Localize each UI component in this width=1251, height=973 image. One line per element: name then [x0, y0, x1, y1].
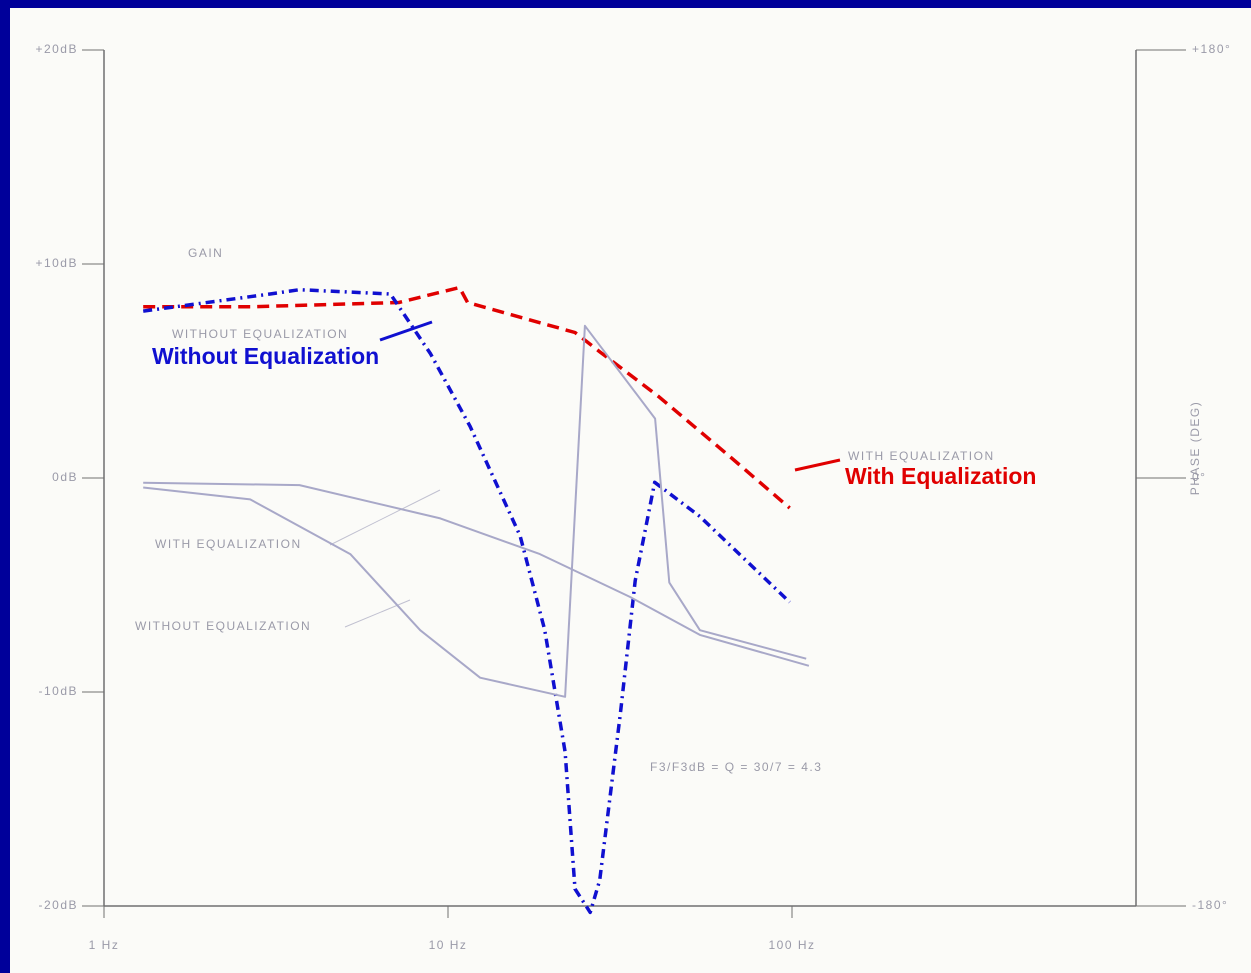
annotation: GAIN — [188, 246, 223, 260]
y2-tick-label: -180° — [1192, 898, 1228, 912]
annotation: WITH EQUALIZATION — [848, 449, 995, 463]
x-tick-label: 10 Hz — [429, 938, 468, 952]
y-tick-label: -20dB — [38, 898, 78, 912]
y-tick-label: 0dB — [52, 470, 78, 484]
page: {"chart_data": { "type": "line", "xscale… — [0, 0, 1251, 973]
y-tick-label: -10dB — [38, 684, 78, 698]
paper — [10, 8, 1251, 973]
series-label: WITH EQUALIZATION — [155, 537, 302, 551]
x-tick-label: 100 Hz — [768, 938, 815, 952]
annotation: F3/F3dB = Q = 30/7 = 4.3 — [650, 760, 822, 774]
y2-tick-label: 0° — [1192, 470, 1206, 484]
series-label: With Equalization — [845, 463, 1036, 489]
y-tick-label: +20dB — [35, 42, 78, 56]
series-label: WITHOUT EQUALIZATION — [135, 619, 311, 633]
annotation: WITHOUT EQUALIZATION — [172, 327, 348, 341]
y-tick-label: +10dB — [35, 256, 78, 270]
y2-tick-label: +180° — [1192, 42, 1231, 56]
chart: GAIN WITHOUT EQUALIZATION WITH EQUALIZAT… — [0, 0, 1251, 973]
x-tick-label: 1 Hz — [89, 938, 120, 952]
series-label: Without Equalization — [152, 343, 379, 369]
